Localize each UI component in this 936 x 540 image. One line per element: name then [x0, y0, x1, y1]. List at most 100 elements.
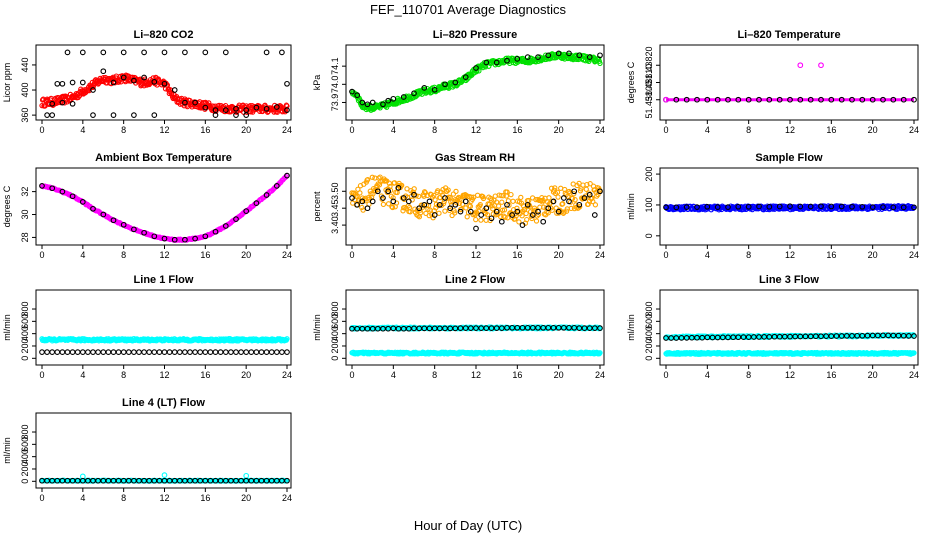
data-point — [576, 201, 583, 208]
data-point — [483, 325, 490, 331]
data-point — [457, 325, 464, 331]
data-point — [217, 349, 224, 355]
panel-marks — [663, 202, 917, 213]
data-point — [849, 333, 855, 339]
y-tick-label: 73.9 — [330, 94, 340, 112]
data-point — [678, 335, 685, 341]
data-point — [464, 214, 470, 220]
series-0 — [349, 349, 603, 357]
y-tick-label: 600 — [20, 437, 30, 452]
data-point — [202, 233, 209, 240]
data-point — [766, 203, 773, 210]
x-tick-label: 0 — [663, 370, 668, 380]
data-point — [349, 325, 355, 332]
data-point — [518, 194, 524, 201]
data-point — [452, 79, 459, 86]
data-point — [141, 229, 147, 236]
data-point — [368, 191, 374, 197]
data-point — [69, 193, 76, 200]
data-point — [843, 333, 850, 339]
data-point — [268, 349, 275, 355]
data-point — [828, 333, 835, 339]
data-point — [365, 194, 372, 201]
data-point — [131, 112, 137, 118]
x-tick-label: 24 — [282, 250, 292, 260]
series-1 — [663, 96, 917, 103]
data-point — [411, 191, 417, 198]
data-point — [441, 198, 447, 205]
data-point — [222, 49, 229, 56]
data-point — [263, 192, 270, 198]
data-point — [467, 203, 474, 209]
data-point — [390, 95, 397, 102]
data-point — [597, 325, 603, 331]
x-tick-label: 12 — [785, 125, 795, 135]
data-point — [467, 325, 474, 331]
data-point — [555, 50, 562, 57]
data-point — [284, 107, 290, 113]
data-point — [563, 208, 570, 214]
data-point — [566, 198, 572, 205]
data-point — [673, 96, 680, 103]
data-point — [467, 208, 474, 215]
data-point — [828, 96, 835, 103]
data-point — [243, 472, 250, 479]
data-point — [890, 204, 897, 211]
y-tick-label: 600 — [644, 314, 654, 329]
data-point — [592, 202, 599, 208]
data-point — [442, 208, 448, 214]
data-point — [263, 349, 270, 355]
data-point — [498, 325, 505, 331]
x-tick-label: 0 — [39, 125, 44, 135]
series-0 — [39, 336, 290, 344]
panel-y-label: Licor ppm — [2, 63, 12, 103]
data-point — [818, 62, 824, 69]
data-point — [807, 96, 814, 103]
data-point — [480, 195, 487, 202]
data-point — [360, 207, 366, 213]
data-point — [802, 333, 809, 340]
x-tick-label: 0 — [663, 125, 668, 135]
data-point — [248, 349, 255, 355]
data-point — [519, 222, 526, 228]
data-point — [400, 94, 407, 100]
x-tick-label: 0 — [349, 250, 354, 260]
x-tick-label: 0 — [663, 250, 668, 260]
data-point — [79, 349, 86, 355]
data-point — [54, 349, 61, 355]
data-point — [787, 333, 793, 340]
data-point — [900, 204, 907, 211]
x-tick-label: 8 — [121, 250, 126, 260]
data-point — [243, 349, 250, 355]
data-point — [575, 205, 582, 211]
panel-y-label: ml/min — [2, 314, 12, 341]
data-point — [136, 349, 142, 355]
data-point — [519, 324, 526, 331]
data-point — [69, 79, 76, 86]
data-point — [131, 349, 137, 355]
x-tick-label: 16 — [200, 250, 210, 260]
data-point — [141, 74, 147, 81]
data-point — [462, 74, 469, 80]
data-point — [110, 112, 117, 118]
data-point — [673, 204, 680, 211]
data-point — [688, 334, 695, 341]
data-point — [555, 208, 562, 215]
data-point — [473, 65, 479, 71]
panel-marks — [39, 336, 290, 355]
data-point — [745, 203, 752, 210]
y-tick-label: 360 — [20, 108, 30, 123]
panel-title: Li–820 Pressure — [433, 29, 517, 41]
data-point — [576, 325, 583, 331]
data-point — [182, 236, 188, 243]
x-tick-label: 24 — [282, 125, 292, 135]
data-point — [151, 79, 158, 85]
y-tick-label: 3.40 — [330, 216, 340, 234]
data-point — [838, 96, 845, 103]
data-point — [426, 198, 433, 205]
data-point — [416, 205, 423, 212]
data-point — [516, 219, 522, 225]
panel-title: Sample Flow — [755, 152, 823, 164]
x-tick-label: 20 — [554, 370, 564, 380]
